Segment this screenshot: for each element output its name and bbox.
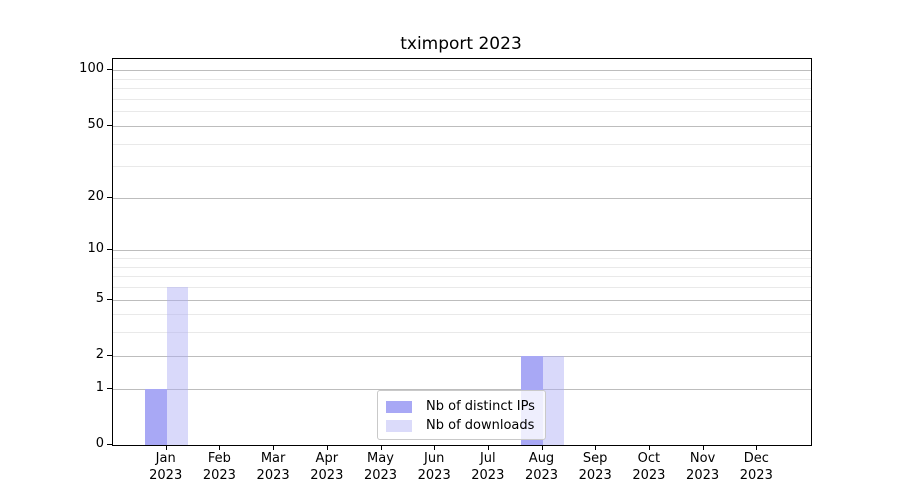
y-tick-label: 50 bbox=[87, 116, 104, 132]
major-gridline bbox=[113, 388, 811, 390]
legend-label-downloads: Nb of downloads bbox=[426, 418, 535, 433]
y-tick-label: 20 bbox=[87, 188, 104, 204]
major-gridline bbox=[113, 70, 811, 72]
minor-gridline bbox=[113, 266, 811, 268]
x-tick-label-jun: Jun 2023 bbox=[417, 451, 451, 483]
major-gridline bbox=[113, 125, 811, 127]
chart-title: tximport 2023 bbox=[400, 34, 522, 54]
x-tick-label-nov: Nov 2023 bbox=[686, 451, 720, 483]
legend-swatch-downloads bbox=[386, 419, 412, 432]
x-tick-label-feb: Feb 2023 bbox=[202, 451, 236, 483]
x-tick-label-jan: Jan 2023 bbox=[149, 451, 183, 483]
x-tick-mark bbox=[541, 446, 543, 450]
x-tick-mark bbox=[595, 446, 597, 450]
x-tick-mark bbox=[487, 446, 489, 450]
plot-area bbox=[112, 58, 812, 446]
bar-distinct-ips-jan bbox=[145, 388, 167, 445]
x-tick-label-aug: Aug 2023 bbox=[524, 451, 559, 483]
bar-downloads-aug bbox=[542, 355, 564, 445]
x-tick-label-oct: Oct 2023 bbox=[632, 451, 666, 483]
legend-label-distinct-ips: Nb of distinct IPs bbox=[426, 399, 535, 414]
x-tick-mark bbox=[219, 446, 221, 450]
x-tick-mark bbox=[702, 446, 704, 450]
minor-gridline bbox=[113, 314, 811, 316]
x-tick-mark bbox=[648, 446, 650, 450]
x-tick-mark bbox=[434, 446, 436, 450]
major-gridline bbox=[113, 197, 811, 199]
minor-gridline bbox=[113, 98, 811, 100]
y-tick-label: 5 bbox=[95, 290, 104, 306]
minor-gridline bbox=[113, 332, 811, 334]
x-tick-label-mar: Mar 2023 bbox=[256, 451, 290, 483]
minor-gridline bbox=[113, 88, 811, 90]
x-tick-mark bbox=[165, 446, 167, 450]
x-tick-label-jul: Jul 2023 bbox=[471, 451, 505, 483]
y-tick-label: 1 bbox=[95, 379, 104, 395]
bar-downloads-jan bbox=[166, 287, 189, 445]
x-tick-label-sep: Sep 2023 bbox=[578, 451, 612, 483]
x-tick-label-dec: Dec 2023 bbox=[739, 451, 773, 483]
y-tick-label: 2 bbox=[95, 346, 104, 362]
minor-gridline bbox=[113, 276, 811, 278]
minor-gridline bbox=[113, 78, 811, 80]
minor-gridline bbox=[113, 143, 811, 145]
major-gridline bbox=[113, 250, 811, 252]
major-gridline bbox=[113, 299, 811, 301]
x-tick-label-apr: Apr 2023 bbox=[310, 451, 344, 483]
x-tick-mark bbox=[326, 446, 328, 450]
x-tick-mark bbox=[380, 446, 382, 450]
y-tick-label: 10 bbox=[87, 241, 104, 257]
x-tick-mark bbox=[756, 446, 758, 450]
minor-gridline bbox=[113, 258, 811, 259]
major-gridline bbox=[113, 355, 811, 357]
legend-row-downloads: Nb of downloads bbox=[386, 416, 537, 435]
x-tick-label-may: May 2023 bbox=[363, 451, 398, 483]
legend: Nb of distinct IPs Nb of downloads bbox=[377, 390, 546, 440]
minor-gridline bbox=[113, 287, 811, 288]
y-tick-label: 0 bbox=[95, 436, 104, 451]
legend-row-distinct-ips: Nb of distinct IPs bbox=[386, 397, 537, 416]
minor-gridline bbox=[113, 111, 811, 113]
x-tick-mark bbox=[273, 446, 275, 450]
legend-swatch-distinct-ips bbox=[386, 400, 412, 413]
y-tick-label: 100 bbox=[79, 61, 104, 77]
minor-gridline bbox=[113, 166, 811, 168]
